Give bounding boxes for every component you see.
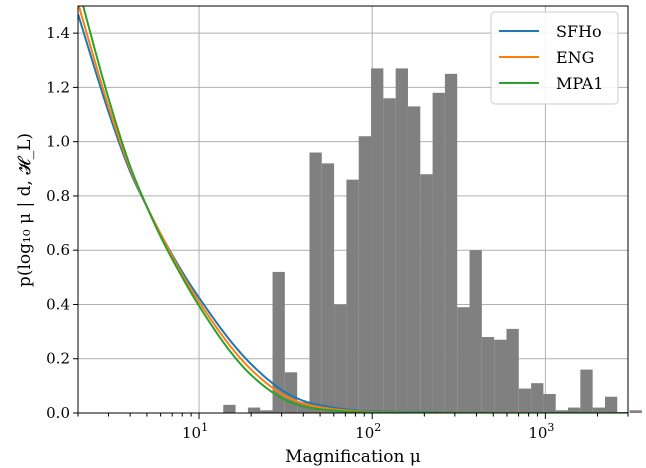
histogram-bar (358, 136, 372, 414)
histogram-bar (494, 339, 507, 413)
histogram-bar (469, 250, 482, 413)
x-tick-label: 101 (182, 421, 208, 442)
histogram-bar (297, 402, 310, 413)
y-tick-label: 1.0 (46, 133, 70, 151)
legend-label-eng: ENG (556, 48, 594, 67)
histogram-bar (432, 92, 445, 414)
x-tick-exponent: 2 (374, 421, 381, 434)
histogram-bar (580, 369, 593, 413)
plot-frame (77, 5, 629, 414)
x-tick-base: 10 (355, 424, 374, 442)
y-tick-label: 0.2 (46, 350, 70, 368)
histogram (223, 68, 642, 414)
histogram-bar (260, 410, 273, 413)
histogram-bar (407, 106, 421, 413)
histogram-bar (383, 98, 396, 414)
x-tick-label: 103 (528, 421, 554, 442)
histogram-bar (506, 328, 519, 413)
histogram-bar (457, 307, 470, 413)
histogram-bar (420, 174, 433, 413)
x-tick-label: 102 (355, 421, 381, 442)
x-tick-exponent: 1 (201, 421, 208, 434)
histogram-bar (346, 179, 359, 413)
histogram-bar (309, 152, 322, 413)
y-axis-label: p(log₁₀ μ | d, 𝓗_L) (15, 133, 35, 287)
histogram-bar (531, 383, 544, 413)
histogram-bar (334, 304, 347, 413)
histogram-bar (592, 407, 605, 413)
histogram-bar (272, 271, 285, 413)
x-tick-exponent: 3 (547, 421, 554, 434)
y-tick-label: 1.2 (46, 78, 70, 96)
histogram-bar (518, 388, 532, 413)
histogram-bar (444, 73, 458, 413)
histogram-bar (629, 410, 642, 413)
y-tick-label: 0.6 (46, 241, 70, 259)
histogram-bar (555, 410, 569, 413)
legend-label-sfho: SFHo (556, 22, 602, 41)
histogram-bar (481, 337, 495, 413)
histogram-bar (395, 68, 408, 413)
legend: SFHo ENG MPA1 (490, 11, 619, 105)
histogram-bar (247, 407, 261, 413)
legend-box (490, 11, 619, 105)
histogram-bar (321, 163, 335, 413)
histogram-bar (568, 407, 581, 413)
histogram-bar (543, 394, 556, 413)
y-tick-label: 0.0 (46, 404, 70, 422)
legend-label-mpa1: MPA1 (556, 74, 603, 93)
x-tick-base: 10 (528, 424, 547, 442)
y-tick-label: 0.8 (46, 187, 70, 205)
histogram-bar (371, 68, 384, 413)
x-tick-base: 10 (182, 424, 201, 442)
histogram-bar (223, 404, 236, 413)
y-tick-label: 1.4 (46, 24, 70, 42)
histogram-bar (604, 396, 618, 413)
x-axis-label: Magnification μ (285, 447, 421, 467)
y-tick-label: 0.4 (46, 295, 70, 313)
